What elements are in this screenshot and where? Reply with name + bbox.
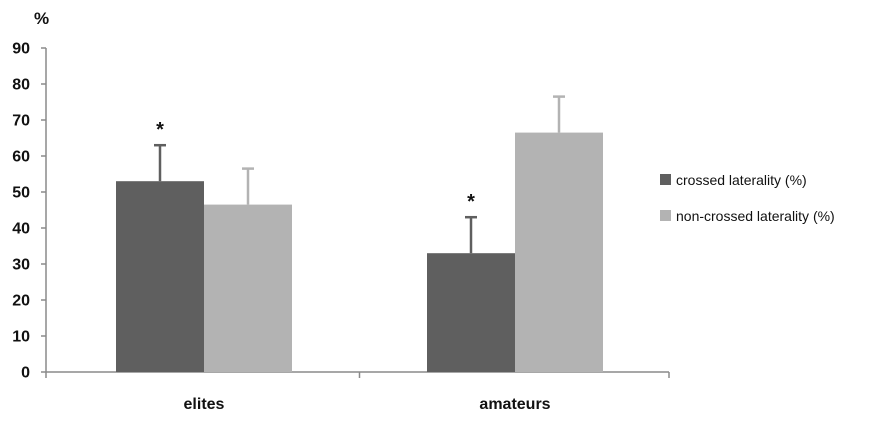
x-category-label: elites <box>184 396 225 413</box>
legend-label: crossed laterality (%) <box>676 172 807 188</box>
y-tick-label: 0 <box>21 365 30 382</box>
bars: ** <box>116 95 603 372</box>
x-category-label: amateurs <box>479 396 550 413</box>
y-tick-label: 10 <box>12 329 30 346</box>
bar <box>515 132 603 372</box>
y-tick-label: 50 <box>12 185 30 202</box>
y-tick-label: 60 <box>12 149 30 166</box>
y-axis-unit-label: % <box>34 9 49 28</box>
y-tick-label: 70 <box>12 113 30 130</box>
bar <box>204 204 292 372</box>
bar <box>427 253 515 372</box>
y-tick-label: 80 <box>12 77 30 94</box>
y-tick-label: 90 <box>12 41 30 58</box>
legend-swatch <box>660 210 671 221</box>
significance-marker: * <box>156 119 164 141</box>
legend: crossed laterality (%) non-crossed latera… <box>660 172 835 224</box>
y-tick-label: 20 <box>12 293 30 310</box>
y-tick-label: 30 <box>12 257 30 274</box>
legend-swatch <box>660 174 671 185</box>
significance-marker: * <box>467 191 475 213</box>
bar <box>116 181 204 372</box>
legend-label: non-crossed laterality (%) <box>676 208 835 224</box>
axes: 0 10 20 30 40 50 60 70 80 90 elites amateurs <box>12 41 670 413</box>
y-tick-label: 40 <box>12 221 30 238</box>
